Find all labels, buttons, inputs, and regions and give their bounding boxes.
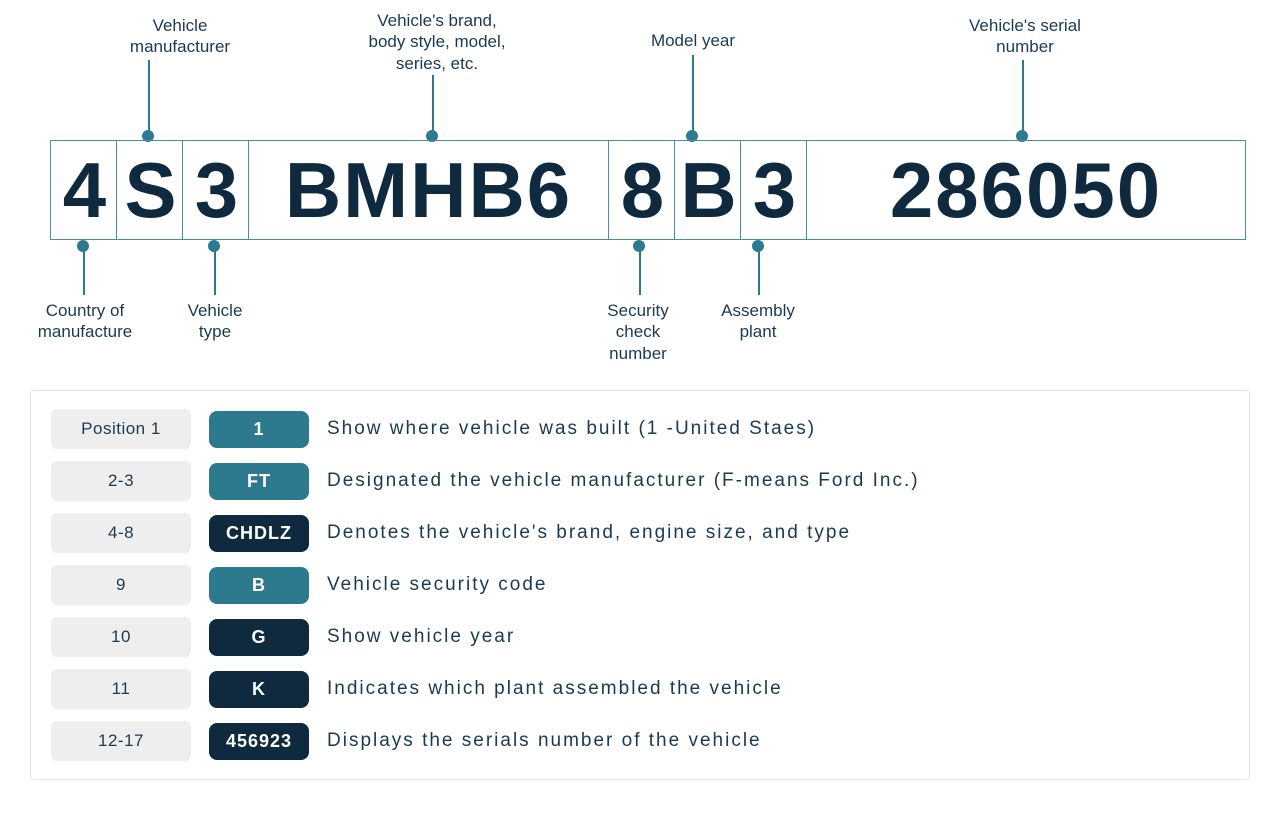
vin-row: 4S3BMHB68B3286050 (50, 140, 1246, 240)
label-brand: Vehicle's brand,body style, model,series… (337, 10, 537, 74)
vin-cell: S (116, 140, 182, 240)
position-badge: 10 (51, 617, 191, 657)
vin-cell: 4 (50, 140, 116, 240)
label-security: Securitychecknumber (583, 300, 693, 364)
legend-row: 11 K Indicates which plant assembled the v… (51, 669, 1229, 709)
legend-table: Position 1 1 Show where vehicle was built … (30, 390, 1250, 780)
legend-row: 10 G Show vehicle year (51, 617, 1229, 657)
connector-line (432, 75, 434, 135)
label-model-year: Model year (623, 30, 763, 51)
position-badge: 9 (51, 565, 191, 605)
legend-row: 12-17 456923 Displays the serials number o… (51, 721, 1229, 761)
position-badge: 11 (51, 669, 191, 709)
vin-cell: 286050 (806, 140, 1246, 240)
label-country: Country ofmanufacture (15, 300, 155, 343)
code-badge: 1 (209, 411, 309, 448)
label-vehicle-type: Vehicletype (165, 300, 265, 343)
legend-row: Position 1 1 Show where vehicle was built … (51, 409, 1229, 449)
position-badge: Position 1 (51, 409, 191, 449)
legend-description: Show where vehicle was built (1 -United … (327, 418, 816, 440)
code-badge: B (209, 567, 309, 604)
connector-line (1022, 60, 1024, 135)
legend-description: Denotes the vehicle's brand, engine size… (327, 522, 851, 544)
vin-diagram: Vehiclemanufacturer Vehicle's brand,body… (20, 10, 1260, 380)
vin-cell: 8 (608, 140, 674, 240)
legend-row: 9B Vehicle security code (51, 565, 1229, 605)
code-badge: 456923 (209, 723, 309, 760)
connector-line (692, 55, 694, 135)
connector-line (83, 250, 85, 295)
legend-description: Vehicle security code (327, 574, 548, 596)
vin-cell: B (674, 140, 740, 240)
connector-line (758, 250, 760, 295)
vin-cell: 3 (182, 140, 248, 240)
vin-cell: BMHB6 (248, 140, 608, 240)
label-manufacturer: Vehiclemanufacturer (100, 15, 260, 58)
label-assembly: Assemblyplant (703, 300, 813, 343)
connector-line (214, 250, 216, 295)
code-badge: FT (209, 463, 309, 500)
legend-description: Designated the vehicle manufacturer (F-m… (327, 470, 920, 492)
legend-description: Displays the serials number of the vehic… (327, 730, 762, 752)
code-badge: CHDLZ (209, 515, 309, 552)
connector-line (148, 60, 150, 135)
legend-row: 4-8 CHDLZ Denotes the vehicle's brand, eng… (51, 513, 1229, 553)
legend-description: Indicates which plant assembled the vehi… (327, 678, 783, 700)
vin-cell: 3 (740, 140, 806, 240)
position-badge: 12-17 (51, 721, 191, 761)
connector-line (639, 250, 641, 295)
position-badge: 2-3 (51, 461, 191, 501)
position-badge: 4-8 (51, 513, 191, 553)
legend-description: Show vehicle year (327, 626, 515, 648)
legend-row: 2-3 FT Designated the vehicle manufacturer… (51, 461, 1229, 501)
label-serial: Vehicle's serialnumber (935, 15, 1115, 58)
code-badge: G (209, 619, 309, 656)
code-badge: K (209, 671, 309, 708)
